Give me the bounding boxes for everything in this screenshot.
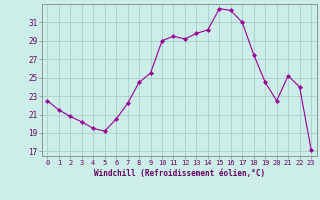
X-axis label: Windchill (Refroidissement éolien,°C): Windchill (Refroidissement éolien,°C)	[94, 169, 265, 178]
